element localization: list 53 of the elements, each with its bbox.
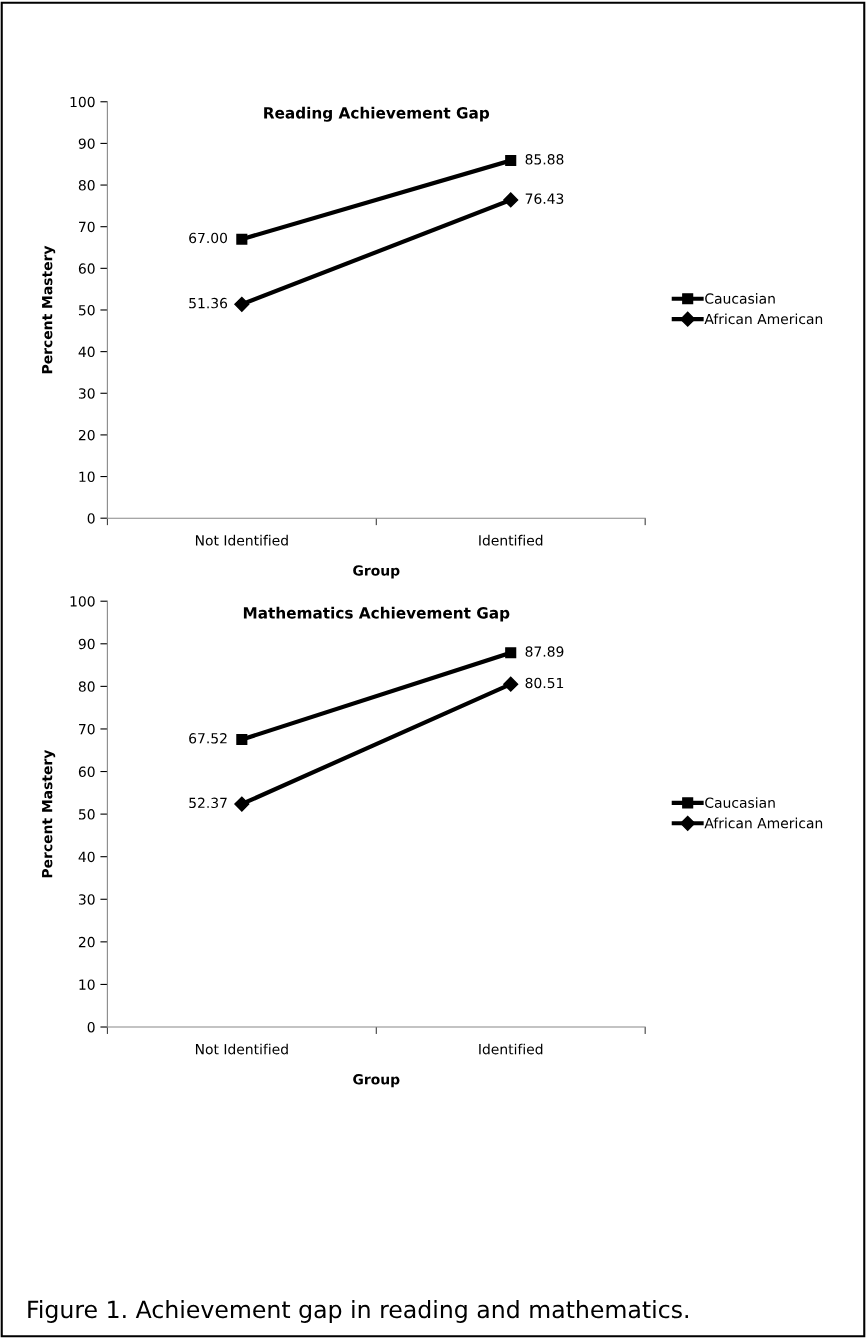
chart-title: Reading Achievement Gap bbox=[264, 106, 490, 122]
data-label: 80.51 bbox=[525, 677, 564, 689]
y-tick-label: 60 bbox=[78, 766, 95, 778]
point bbox=[236, 233, 248, 245]
x-tick-label: Identified bbox=[479, 534, 543, 546]
y-tick-label: 50 bbox=[78, 809, 95, 820]
y-tick-label: 10 bbox=[79, 979, 95, 990]
y-tick-label: 100 bbox=[70, 596, 95, 607]
y-tick-label: 30 bbox=[78, 388, 95, 399]
legend-label: African American bbox=[704, 313, 823, 325]
point bbox=[236, 733, 248, 746]
data-label: 51.36 bbox=[189, 297, 228, 309]
point bbox=[503, 676, 519, 692]
y-tick-label: 90 bbox=[78, 638, 95, 650]
point bbox=[505, 155, 517, 167]
y-tick-label: 0 bbox=[87, 1021, 95, 1033]
point bbox=[234, 296, 250, 312]
y-tick-label: 100 bbox=[70, 96, 95, 108]
y-tick-label: 50 bbox=[78, 304, 95, 316]
x-axis-title: Group bbox=[353, 565, 400, 579]
x-axis-title: Group bbox=[353, 1074, 400, 1088]
y-tick-label: 40 bbox=[78, 851, 95, 863]
x-tick-label: Not Identified bbox=[195, 1043, 288, 1055]
legend-label: Caucasian bbox=[705, 797, 775, 808]
y-tick-label: 20 bbox=[78, 936, 95, 948]
data-label: 67.52 bbox=[189, 733, 227, 744]
y-tick-label: 30 bbox=[78, 894, 95, 905]
y-tick-label: 10 bbox=[79, 471, 95, 483]
y-axis-title: Percent Mastery bbox=[42, 245, 56, 374]
legend-label: Caucasian bbox=[705, 293, 775, 304]
y-tick-label: 90 bbox=[78, 138, 95, 149]
data-label: 52.37 bbox=[189, 797, 227, 809]
legend-label: African American bbox=[704, 817, 823, 829]
chart-title: Mathematics Achievement Gap bbox=[243, 606, 510, 622]
point bbox=[234, 796, 250, 812]
y-tick-label: 80 bbox=[78, 180, 95, 191]
y-axis-title: Percent Mastery bbox=[42, 749, 56, 878]
x-tick-label: Identified bbox=[479, 1043, 543, 1055]
x-tick-label: Not Identified bbox=[195, 534, 288, 546]
y-tick-label: 60 bbox=[78, 263, 95, 274]
data-label: 67.00 bbox=[189, 232, 228, 244]
y-tick-label: 70 bbox=[79, 723, 95, 735]
data-label: 87.89 bbox=[525, 646, 564, 657]
y-tick-label: 40 bbox=[78, 346, 95, 358]
y-tick-label: 80 bbox=[78, 681, 95, 692]
point bbox=[505, 647, 517, 659]
data-label: 76.43 bbox=[525, 193, 564, 204]
y-tick-label: 0 bbox=[87, 513, 95, 524]
point bbox=[503, 192, 519, 208]
caption: Figure 1. Achievement gap in reading and mathematics. bbox=[28, 1300, 688, 1323]
y-tick-label: 20 bbox=[78, 429, 95, 441]
y-tick-label: 70 bbox=[79, 221, 95, 233]
data-label: 85.88 bbox=[525, 154, 564, 165]
